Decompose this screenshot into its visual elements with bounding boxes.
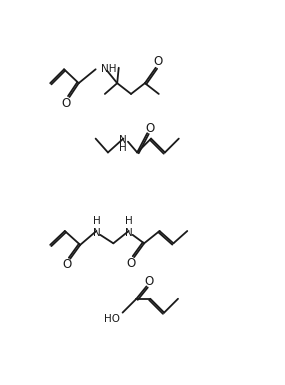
Text: O: O [144, 275, 153, 288]
Text: O: O [62, 97, 71, 110]
Text: N: N [125, 228, 133, 238]
Text: H: H [119, 143, 127, 153]
Text: N: N [93, 228, 100, 238]
Text: HO: HO [104, 314, 120, 324]
Text: O: O [153, 55, 163, 68]
Text: O: O [62, 258, 72, 271]
Text: O: O [127, 257, 136, 270]
Text: H: H [125, 216, 133, 226]
Text: N: N [119, 135, 127, 145]
Text: O: O [145, 122, 154, 135]
Text: H: H [93, 216, 100, 226]
Text: NH: NH [101, 64, 117, 74]
